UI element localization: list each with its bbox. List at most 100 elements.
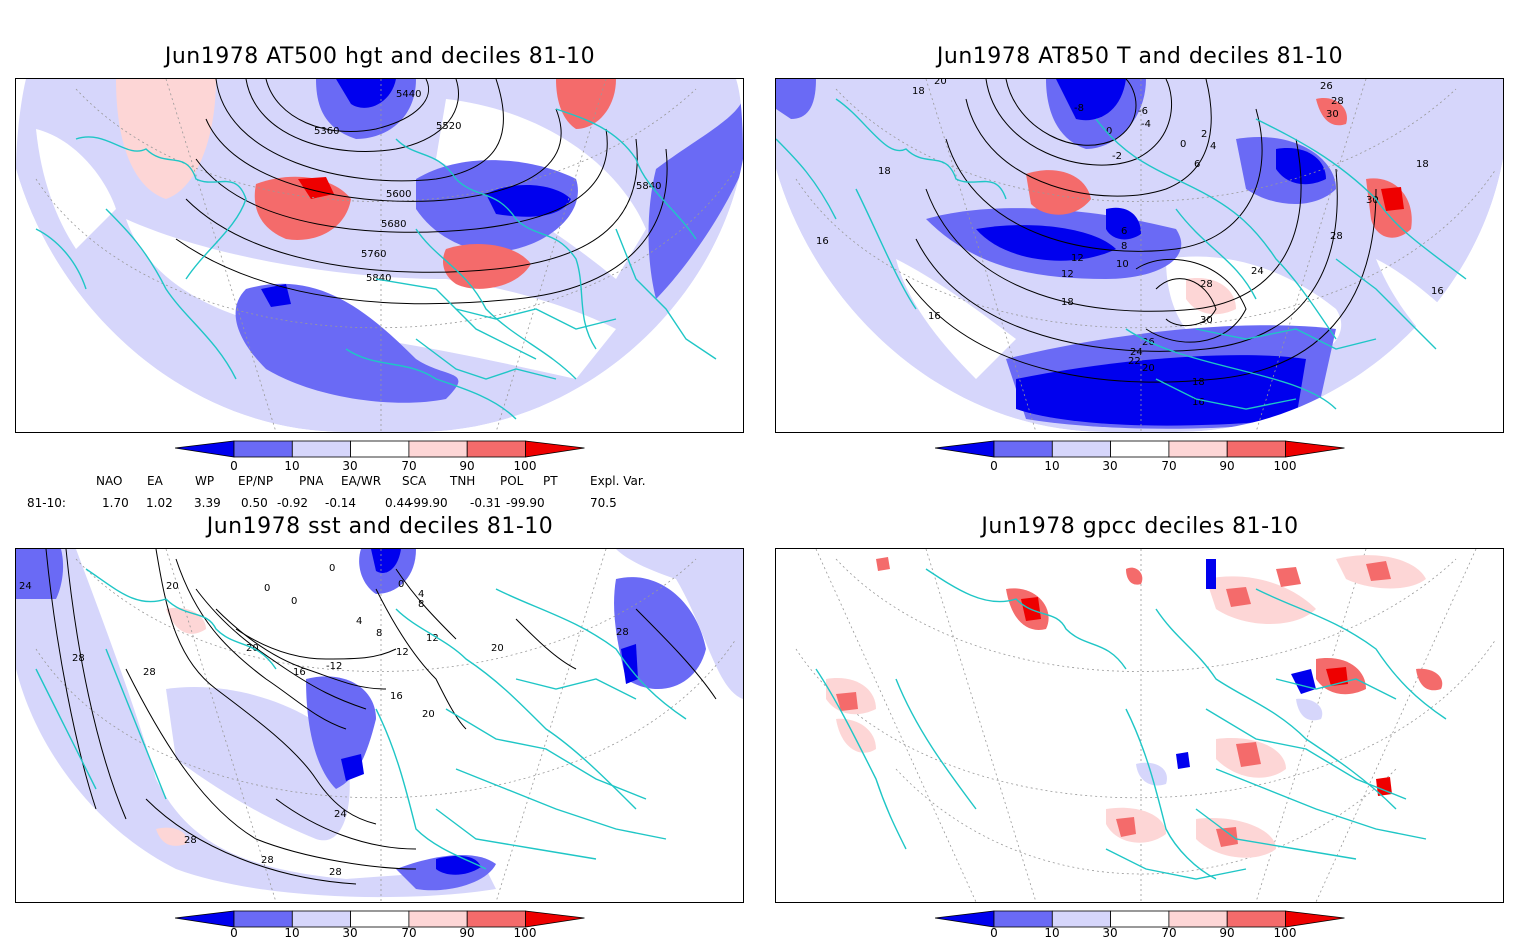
- contour-label: 0: [398, 579, 404, 590]
- contour-label: 16: [1192, 397, 1205, 408]
- contour-label: 30: [1366, 195, 1379, 206]
- contour-label: 5440: [396, 89, 421, 100]
- colorbar-tick: 0: [990, 459, 998, 473]
- ocean-anomaly: [16, 549, 64, 599]
- precip-anomalies: [826, 555, 1443, 858]
- map-gpcc: [775, 548, 1504, 903]
- contour-label: 0: [291, 596, 297, 607]
- anomaly-strong-negative: [1276, 148, 1326, 185]
- ocean-anomaly: [16, 549, 496, 898]
- coastlines: [815, 568, 1447, 880]
- graticule: [795, 79, 1497, 432]
- contour-label: 0: [264, 583, 270, 594]
- contour-label: 12: [1071, 253, 1084, 264]
- contour-label: 12: [1061, 269, 1074, 280]
- colorbar-tick: 30: [342, 459, 358, 473]
- anomaly-positive: [1316, 98, 1347, 126]
- colorbar-swatch: [291, 910, 352, 928]
- contour-label: 2: [1201, 129, 1207, 140]
- index-value: 3.39: [194, 496, 221, 510]
- colorbar-swatch: [408, 910, 468, 928]
- colorbar-tick: 10: [284, 459, 300, 473]
- contour-label: 20: [166, 581, 179, 592]
- height-contours: [175, 79, 668, 305]
- contour-label: -4: [1141, 119, 1151, 130]
- panel-title-sst: Jun1978 sst and deciles 81-10: [206, 514, 554, 539]
- contour-label: 5680: [381, 219, 406, 230]
- contour-label: -2: [1112, 151, 1122, 162]
- index-header: EP/NP: [238, 474, 274, 488]
- colorbar-swatch: [1285, 440, 1345, 458]
- colorbar-hgt500: 0 10 30 70 90 100: [174, 440, 595, 480]
- contour-label: 20: [491, 643, 504, 654]
- contour-label: 18: [1192, 377, 1205, 388]
- contour-label: 24: [334, 809, 347, 820]
- contour-label: 4: [356, 616, 362, 627]
- index-value: 1.70: [102, 496, 129, 510]
- colorbar-swatch: [233, 440, 293, 458]
- colorbar-swatch: [233, 910, 293, 928]
- temperature-contours: [905, 79, 1377, 383]
- contour-label: 22: [1128, 356, 1141, 367]
- anomaly-strong-positive: [1381, 187, 1404, 211]
- colorbar-swatch: [408, 440, 468, 458]
- contour-label: -8: [1074, 103, 1084, 114]
- anomaly-negative: [1106, 207, 1141, 240]
- contour-label: 8: [418, 599, 424, 610]
- neutral-area: [36, 129, 116, 249]
- ocean-anomaly-positive: [156, 827, 187, 846]
- colorbar-swatch: [466, 910, 526, 928]
- graticule: [795, 549, 1497, 902]
- index-value: 0.50: [241, 496, 268, 510]
- coastlines: [35, 568, 687, 870]
- colorbar-swatch: [350, 910, 410, 928]
- index-header: PT: [543, 474, 558, 488]
- contour-label: 6: [1121, 226, 1127, 237]
- colorbar-tick: 30: [1102, 926, 1118, 940]
- index-header: NAO: [96, 474, 123, 488]
- map-outside: [736, 79, 743, 159]
- contour-label: 4: [418, 589, 424, 600]
- index-header: POL: [500, 474, 524, 488]
- anomaly-strong-positive: [298, 177, 334, 199]
- contour-label: 28: [261, 855, 274, 866]
- contour-label: 28: [1330, 231, 1343, 242]
- contour-label: 20: [1142, 363, 1155, 374]
- contour-label: 4: [1210, 141, 1216, 152]
- colorbar-tick: 70: [401, 459, 417, 473]
- map-outside: [776, 169, 1106, 432]
- contour-label: 8: [1121, 241, 1127, 252]
- contour-label: 28: [143, 667, 156, 678]
- colorbar-tick: 70: [1161, 926, 1177, 940]
- index-row-label: 81-10:: [27, 496, 66, 510]
- colorbar-swatch: [525, 440, 585, 458]
- contour-label: 18: [912, 86, 925, 97]
- contour-label-group: 5440 5360 5520 5600 5680 5760 5840 5840: [314, 89, 661, 284]
- map-sst-svg: 24 28 20 0 0 0 0 4 8 12 4 8 16 12 -12 20…: [16, 549, 743, 902]
- contour-label: 16: [293, 667, 306, 678]
- panel-title-hgt500: Jun1978 AT500 hgt and deciles 81-10: [164, 44, 596, 69]
- contour-label: 28: [616, 627, 629, 638]
- colorbar-tick: 0: [990, 926, 998, 940]
- contour-label: 20: [934, 79, 947, 87]
- colorbar-swatch: [993, 440, 1053, 458]
- contour-label: 0: [329, 563, 335, 574]
- contour-label: 28: [72, 653, 85, 664]
- anomaly-negative: [648, 99, 743, 299]
- colorbar-swatch: [1168, 440, 1228, 458]
- colorbar-tick: 100: [1273, 926, 1297, 940]
- graticule: [35, 79, 737, 432]
- contour-label: 12: [396, 647, 409, 658]
- colorbar-tick: 10: [1044, 459, 1060, 473]
- index-value: -99.90: [409, 496, 448, 510]
- colorbar-swatch: [174, 910, 235, 928]
- colorbar-tick: 0: [230, 459, 238, 473]
- anomaly-negative: [776, 79, 816, 119]
- colorbar-tick: 100: [513, 926, 537, 940]
- colorbar-swatch: [1226, 440, 1286, 458]
- colorbar-tick: 90: [1219, 926, 1235, 940]
- contour-label: 18: [1416, 159, 1429, 170]
- index-header: TNH: [450, 474, 476, 488]
- contour-label: 26: [1142, 337, 1155, 348]
- index-header: PNA: [299, 474, 324, 488]
